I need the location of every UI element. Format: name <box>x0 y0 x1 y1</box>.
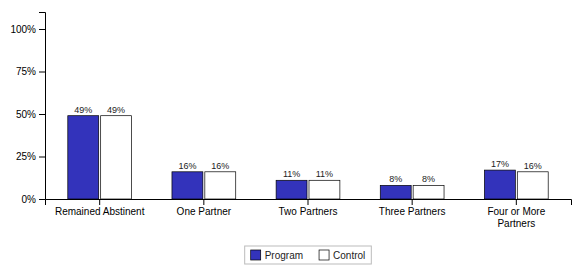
legend-swatch <box>251 250 261 260</box>
y-tick: 25% <box>16 151 45 162</box>
x-tick-label: Three Partners <box>379 206 446 217</box>
legend: Program Control <box>245 246 372 264</box>
y-tick-mark <box>39 199 45 200</box>
bar <box>68 116 99 199</box>
legend-item: Program <box>251 250 303 261</box>
x-tick-label-line: Three Partners <box>379 206 446 217</box>
bar <box>380 185 411 199</box>
x-tick-mark <box>516 199 517 205</box>
x-tick-label-line: Two Partners <box>279 206 338 217</box>
x-tick-mark <box>412 199 413 205</box>
x-tick-mark <box>203 199 204 205</box>
y-tick: 75% <box>16 66 45 77</box>
y-tick-label: 25% <box>16 151 36 162</box>
data-label: 16% <box>211 161 229 171</box>
chart: 49% 16% 11% 8% 17% 49% 16% 11% 8% 16% 0% 25% 50% 75% 1… <box>0 0 586 267</box>
bar-series <box>68 116 516 199</box>
y-tick-mark <box>39 157 45 158</box>
bar <box>517 172 548 199</box>
legend-label: Program <box>265 250 303 261</box>
x-tick-label-line: Partners <box>497 218 535 229</box>
x-tick: Three Partners <box>379 199 446 217</box>
bar <box>413 185 444 199</box>
bar <box>101 116 132 199</box>
chart-container: 49% 16% 11% 8% 17% 49% 16% 11% 8% 16% 0% 25% 50% 75% 1… <box>0 0 586 267</box>
legend-swatch <box>319 250 329 260</box>
bar <box>484 170 515 199</box>
y-tick-mark <box>39 72 45 73</box>
y-tick-mark <box>39 29 45 30</box>
data-label: 16% <box>178 161 196 171</box>
bar <box>309 180 340 199</box>
x-tick-label: Remained Abstinent <box>55 206 145 217</box>
y-tick-mark <box>39 114 45 115</box>
legend-item: Control <box>319 250 365 261</box>
plot: 49% 16% 11% 8% 17% 49% 16% 11% 8% 16% 0% 25% 50% 75% 1… <box>10 13 571 229</box>
x-tick-label-line: One Partner <box>177 206 232 217</box>
legend-frame <box>245 246 372 264</box>
x-tick: Four or MorePartners <box>487 199 545 229</box>
x-tick: Remained Abstinent <box>55 199 145 217</box>
data-label: 11% <box>316 169 333 179</box>
x-tick-label: Four or MorePartners <box>487 206 545 229</box>
data-label: 16% <box>524 161 542 171</box>
x-tick: One Partner <box>177 199 232 217</box>
data-labels: 49% 16% 11% 8% 17% 49% 16% 11% 8% 16% <box>74 105 542 185</box>
y-axis-line <box>39 13 46 200</box>
x-tick-mark <box>308 199 309 205</box>
y-tick-label: 50% <box>16 109 36 120</box>
bar <box>276 180 307 199</box>
legend-label: Control <box>333 250 365 261</box>
bar-series <box>101 116 549 199</box>
y-tick-label: 0% <box>22 194 37 205</box>
y-tick: 100% <box>10 24 45 35</box>
data-label: 17% <box>491 159 509 169</box>
data-label: 49% <box>74 105 92 115</box>
y-axis: 0% 25% 50% 75% 100% <box>10 13 45 205</box>
x-tick-label-line: Four or More <box>487 206 545 217</box>
data-label: 49% <box>107 105 125 115</box>
x-axis: Remained Abstinent One Partner Two Partner… <box>46 199 572 229</box>
x-tick-label: One Partner <box>177 206 232 217</box>
data-label: 8% <box>389 174 402 184</box>
bar <box>172 172 203 199</box>
y-tick-label: 75% <box>16 66 36 77</box>
bars <box>68 116 548 199</box>
y-tick: 0% <box>22 194 45 205</box>
x-tick: Two Partners <box>279 199 338 217</box>
x-tick-label-line: Remained Abstinent <box>55 206 145 217</box>
y-tick: 50% <box>16 109 45 120</box>
data-label: 11% <box>283 169 300 179</box>
y-tick-label: 100% <box>10 24 36 35</box>
x-tick-label: Two Partners <box>279 206 338 217</box>
x-tick-mark <box>99 199 100 205</box>
x-axis-line <box>46 200 572 206</box>
data-label: 8% <box>422 174 435 184</box>
bar <box>205 172 236 199</box>
